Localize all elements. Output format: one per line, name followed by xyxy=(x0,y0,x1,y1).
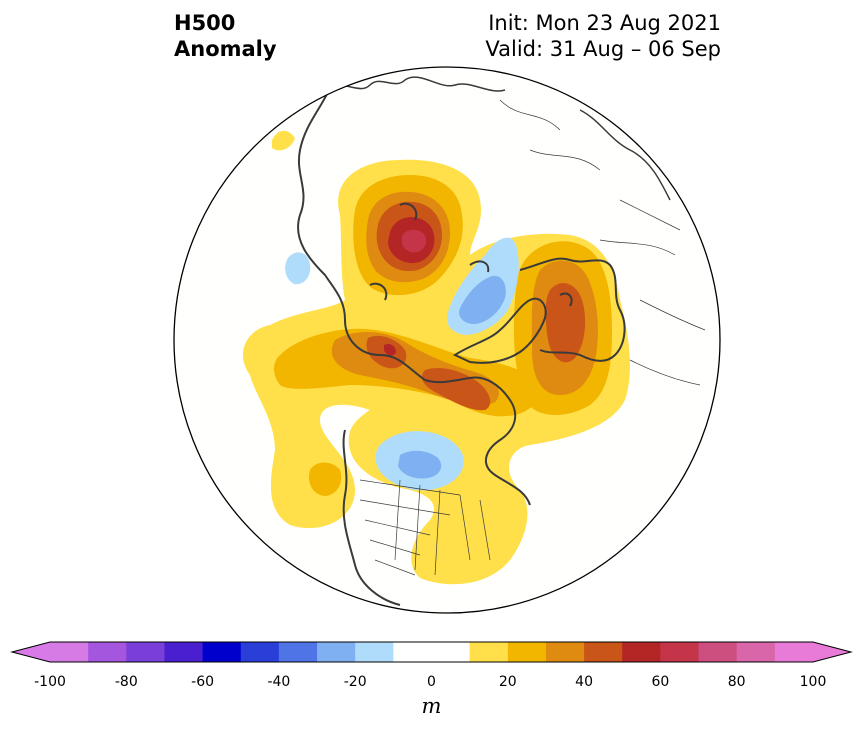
valid-range: Valid: 31 Aug – 06 Sep xyxy=(485,37,721,61)
colorbar-tick-label: 20 xyxy=(498,674,517,690)
coastlines xyxy=(297,76,706,606)
colorbar-tick-label: -60 xyxy=(191,674,215,690)
colorbar-segment xyxy=(507,642,547,662)
colorbar-over-arrow xyxy=(813,642,851,662)
colorbar-under-arrow xyxy=(12,642,50,662)
colorbar-segment xyxy=(393,642,432,662)
coastline-asia xyxy=(297,87,426,381)
colorbar xyxy=(10,641,853,663)
colorbar-segment xyxy=(774,642,814,662)
colorbar-segment xyxy=(355,642,394,662)
anomaly-contour-20-pacific xyxy=(272,130,295,151)
coastline-arctic-islands xyxy=(369,202,573,307)
colorbar-segment xyxy=(660,642,700,662)
colorbar-segment xyxy=(469,642,509,662)
colorbar-tick-label: 100 xyxy=(799,674,827,690)
colorbar-segment xyxy=(584,642,623,662)
colorbar-segment xyxy=(240,642,280,662)
colorbar-segment xyxy=(698,642,738,662)
borders-europe-asia xyxy=(499,99,706,386)
coastline-europe xyxy=(519,257,626,362)
colorbar-tick-label: 0 xyxy=(427,674,436,690)
colorbar-segment xyxy=(88,642,127,662)
anomaly-contour-50-canada xyxy=(421,368,491,411)
coastline-greenland xyxy=(452,297,547,364)
colorbar-tick-label: -100 xyxy=(34,674,66,690)
anomaly-field xyxy=(242,130,630,585)
forecast-info: Init: Mon 23 Aug 2021 Valid: 31 Aug – 06… xyxy=(485,10,721,62)
colorbar-segment xyxy=(545,642,585,662)
init-date: Init: Mon 23 Aug 2021 xyxy=(488,11,721,35)
map-boundary xyxy=(173,66,721,614)
colorbar-segment xyxy=(431,642,471,662)
anomaly-contour-30-pacific-blob xyxy=(308,462,342,496)
colorbar-segment xyxy=(736,642,776,662)
anomaly-contour-70-siberia xyxy=(402,229,427,253)
colorbar-tick-label: 40 xyxy=(575,674,593,690)
map-title: H500 Anomaly xyxy=(174,10,277,62)
anomaly-contour-50-europe xyxy=(545,283,586,363)
colorbar-segment xyxy=(126,642,165,662)
map-title-line1: H500 xyxy=(174,11,236,35)
colorbar-segment xyxy=(50,642,89,662)
colorbar-units: m xyxy=(421,694,442,718)
colorbar-tick-label: -80 xyxy=(114,674,138,690)
colorbar-segment xyxy=(164,642,204,662)
colorbar-outline xyxy=(10,641,853,663)
anomaly-contour-neg20-siberia xyxy=(285,252,311,285)
colorbar-segment xyxy=(317,642,356,662)
colorbar-tick-label: 60 xyxy=(651,674,670,690)
anomaly-contour-neg30-canada xyxy=(398,450,442,479)
colorbar-segments xyxy=(50,642,814,662)
colorbar-segment xyxy=(202,642,242,662)
colorbar-segment xyxy=(278,642,318,662)
colorbar-tick-label: 80 xyxy=(727,674,746,690)
polar-map xyxy=(173,66,721,614)
colorbar-segment xyxy=(622,642,661,662)
colorbar-tick-label: -40 xyxy=(267,674,291,690)
anomaly-contour-60-alaska xyxy=(384,343,396,356)
anomaly-contour-neg30-arctic xyxy=(459,275,506,325)
coastline-north-america xyxy=(342,376,531,606)
colorbar-tick-label: -20 xyxy=(343,674,367,690)
borders-north-america xyxy=(359,479,491,576)
coastline-east-asia xyxy=(329,76,671,201)
map-title-line2: Anomaly xyxy=(174,37,277,61)
